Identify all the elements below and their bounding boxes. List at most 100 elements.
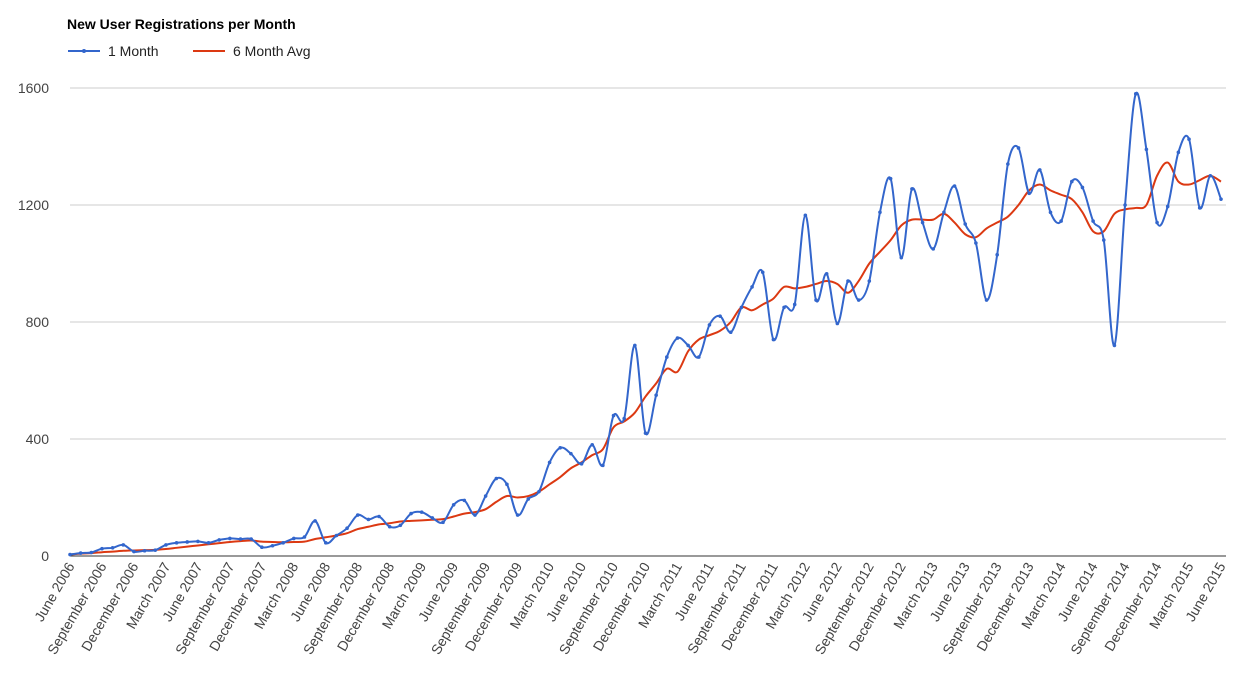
data-point[interactable] [910,187,914,191]
data-point[interactable] [1208,173,1213,178]
data-point[interactable] [1144,147,1149,152]
data-point[interactable] [569,451,573,456]
data-point[interactable] [1080,185,1085,190]
data-point[interactable] [1165,204,1170,209]
data-point[interactable] [164,543,168,547]
data-point[interactable] [622,416,626,421]
data-point[interactable] [920,220,925,225]
data-point[interactable] [345,526,349,531]
data-point[interactable] [270,543,275,548]
data-point[interactable] [1016,146,1021,150]
data-point[interactable] [643,431,648,435]
data-point[interactable] [100,546,104,551]
data-point[interactable] [1059,219,1063,223]
data-point[interactable] [931,247,936,251]
data-point[interactable] [206,541,211,545]
data-point[interactable] [132,549,136,554]
data-point[interactable] [558,445,563,450]
data-point[interactable] [366,517,371,522]
data-point[interactable] [1070,179,1074,184]
data-point[interactable] [1112,343,1117,348]
data-point[interactable] [323,541,328,545]
data-point[interactable] [782,305,786,310]
data-point[interactable] [228,536,232,541]
series-line-1-month[interactable] [69,91,1222,556]
data-point[interactable] [984,298,989,302]
data-point[interactable] [451,503,456,507]
data-point[interactable] [1123,203,1127,207]
data-point[interactable] [334,533,339,538]
data-point[interactable] [462,498,467,503]
data-point[interactable] [537,489,541,494]
data-point[interactable] [249,537,253,541]
data-point[interactable] [515,513,520,517]
data-point[interactable] [750,285,754,289]
data-point[interactable] [1219,197,1223,201]
data-point[interactable] [856,298,861,302]
data-point[interactable] [260,545,264,550]
data-point[interactable] [835,321,840,326]
data-point[interactable] [952,184,957,188]
data-point[interactable] [696,355,701,359]
data-point[interactable] [494,476,499,481]
series-line-6-month-avg[interactable] [69,161,1222,556]
data-point[interactable] [78,551,83,555]
data-point[interactable] [483,494,488,498]
data-point[interactable] [686,343,690,348]
data-point[interactable] [1176,150,1181,155]
data-point[interactable] [611,413,616,418]
data-point[interactable] [739,305,744,310]
data-point[interactable] [675,336,680,340]
data-point[interactable] [1187,137,1191,141]
data-point[interactable] [238,537,243,541]
data-point[interactable] [846,279,850,283]
data-point[interactable] [398,523,403,528]
data-point[interactable] [419,510,424,514]
data-point[interactable] [153,548,158,552]
data-point[interactable] [1197,206,1202,210]
data-point[interactable] [1038,168,1042,172]
data-point[interactable] [995,252,999,257]
data-point[interactable] [1155,220,1159,225]
data-point[interactable] [441,520,445,525]
data-point[interactable] [313,519,317,523]
legend-item-6-month-avg[interactable]: 6 Month Avg [193,43,311,59]
data-point[interactable] [867,279,872,283]
data-point[interactable] [878,210,882,215]
data-point[interactable] [473,513,477,517]
data-point[interactable] [281,541,285,545]
data-point[interactable] [302,535,307,539]
data-point[interactable] [185,540,190,544]
data-point[interactable] [547,460,552,465]
data-point[interactable] [1006,162,1010,166]
data-point[interactable] [803,213,808,218]
data-point[interactable] [824,271,829,276]
data-point[interactable] [792,302,797,307]
data-point[interactable] [974,241,978,245]
data-point[interactable] [1133,92,1138,96]
legend-item-1-month[interactable]: 1 Month [68,43,159,59]
data-point[interactable] [942,210,946,215]
data-point[interactable] [718,314,722,318]
data-point[interactable] [771,337,776,342]
data-point[interactable] [707,323,712,327]
data-point[interactable] [217,538,221,542]
data-point[interactable] [590,443,595,447]
data-point[interactable] [526,497,531,501]
data-point[interactable] [963,222,968,226]
data-point[interactable] [1091,219,1095,223]
data-point[interactable] [899,255,904,260]
data-point[interactable] [387,524,392,529]
data-point[interactable] [1101,238,1106,242]
data-point[interactable] [728,330,733,335]
data-point[interactable] [89,550,94,555]
data-point[interactable] [377,514,381,519]
data-point[interactable] [142,548,147,553]
data-point[interactable] [409,511,413,516]
data-point[interactable] [292,536,296,541]
data-point[interactable] [174,541,179,545]
data-point[interactable] [1048,210,1053,215]
data-point[interactable] [814,298,818,302]
data-point[interactable] [888,176,893,181]
data-point[interactable] [760,270,765,275]
